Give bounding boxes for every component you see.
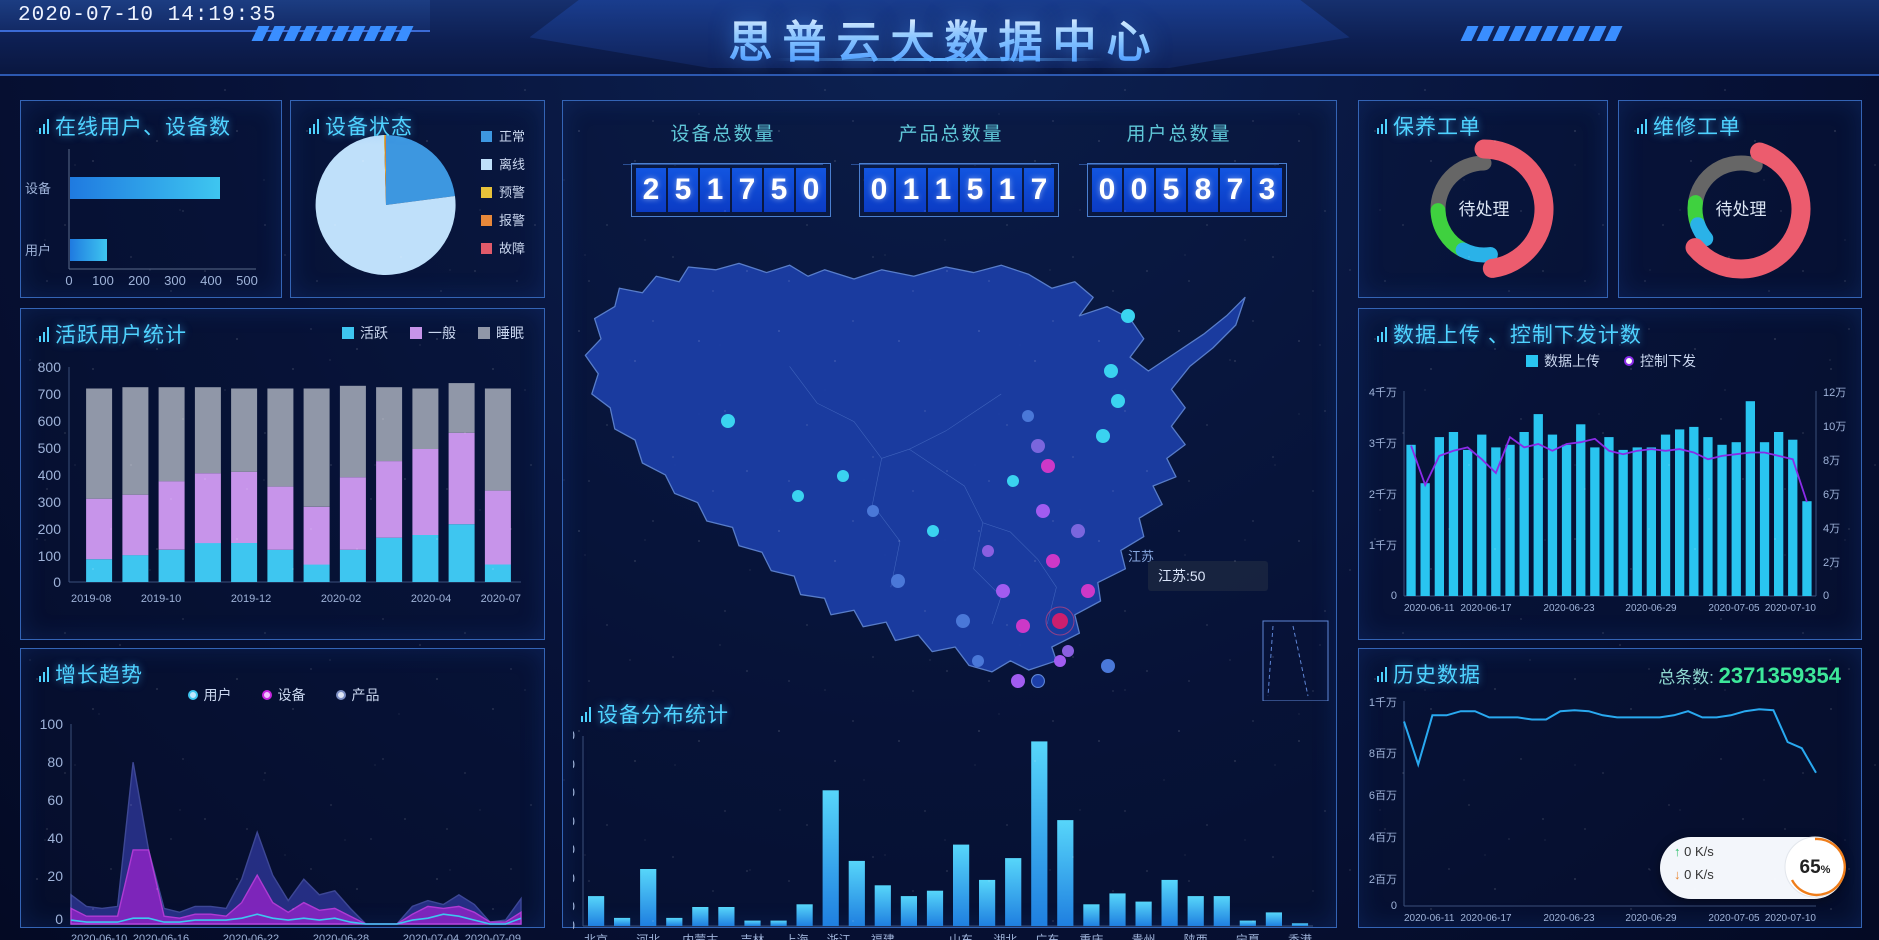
svg-text:400: 400 xyxy=(200,273,222,288)
svg-text:2020-07-05: 2020-07-05 xyxy=(1708,603,1760,614)
svg-text:8百万: 8百万 xyxy=(1369,748,1397,760)
svg-text:2020-06-17: 2020-06-17 xyxy=(1460,913,1512,924)
svg-text:300: 300 xyxy=(38,494,62,510)
svg-text:8万: 8万 xyxy=(1823,455,1840,467)
svg-text:陕西: 陕西 xyxy=(1184,932,1208,940)
svg-text:贵州: 贵州 xyxy=(1131,933,1155,940)
svg-text:2020-07-05: 2020-07-05 xyxy=(1708,913,1760,924)
svg-text:重庆: 重庆 xyxy=(1079,933,1103,940)
svg-text:2020-06-23: 2020-06-23 xyxy=(1543,603,1595,614)
svg-text:0: 0 xyxy=(65,273,72,288)
svg-text:待处理: 待处理 xyxy=(1459,200,1510,219)
svg-text:2020-06-17: 2020-06-17 xyxy=(1460,603,1512,614)
svg-text:80: 80 xyxy=(47,754,63,770)
svg-text:2百万: 2百万 xyxy=(1369,874,1397,886)
svg-text:600: 600 xyxy=(38,413,62,429)
svg-text:2020-07-10: 2020-07-10 xyxy=(1765,603,1817,614)
svg-text:12万: 12万 xyxy=(1823,387,1846,399)
svg-text:700: 700 xyxy=(38,386,62,402)
svg-text:2千万: 2千万 xyxy=(1369,488,1397,501)
svg-text:山东: 山东 xyxy=(949,933,973,940)
svg-text:200: 200 xyxy=(128,273,150,288)
svg-text:500: 500 xyxy=(38,440,62,456)
svg-text:20: 20 xyxy=(573,870,575,886)
svg-text:设备: 设备 xyxy=(25,181,51,196)
svg-text:待处理: 待处理 xyxy=(1716,200,1767,219)
svg-text:2019-12: 2019-12 xyxy=(231,593,271,605)
svg-text:100: 100 xyxy=(92,273,114,288)
svg-text:0: 0 xyxy=(1391,900,1397,912)
svg-text:2020-04: 2020-04 xyxy=(411,593,451,605)
svg-text:上海: 上海 xyxy=(785,932,809,940)
svg-text:浙江: 浙江 xyxy=(827,933,851,940)
svg-text:3千万: 3千万 xyxy=(1369,437,1397,450)
svg-text:0: 0 xyxy=(1391,590,1397,602)
svg-text:2020-06-16: 2020-06-16 xyxy=(133,933,189,940)
svg-text:6万: 6万 xyxy=(1823,489,1840,501)
svg-text:70: 70 xyxy=(573,727,575,743)
svg-text:20: 20 xyxy=(47,868,63,884)
svg-text:江苏:50: 江苏:50 xyxy=(1158,568,1206,584)
svg-text:50: 50 xyxy=(573,784,575,800)
svg-text:2020-06-29: 2020-06-29 xyxy=(1625,603,1677,614)
svg-text:故障: 故障 xyxy=(499,241,525,256)
svg-text:0: 0 xyxy=(573,917,575,933)
svg-text:100: 100 xyxy=(38,548,62,564)
svg-text:60: 60 xyxy=(573,756,575,772)
svg-text:福建: 福建 xyxy=(871,932,895,940)
svg-text:30: 30 xyxy=(573,841,575,857)
svg-text:40: 40 xyxy=(47,830,63,846)
svg-text:2020-02: 2020-02 xyxy=(321,593,361,605)
svg-text:正常: 正常 xyxy=(499,129,525,144)
svg-text:0: 0 xyxy=(53,574,61,590)
svg-text:200: 200 xyxy=(38,521,62,537)
svg-text:500: 500 xyxy=(236,273,258,288)
svg-text:预警: 预警 xyxy=(499,185,525,200)
svg-text:2020-07-04: 2020-07-04 xyxy=(403,933,459,940)
svg-text:100: 100 xyxy=(40,716,64,732)
svg-text:2020-06-28: 2020-06-28 xyxy=(313,933,369,940)
svg-text:宁夏: 宁夏 xyxy=(1236,932,1260,940)
svg-text:2019-10: 2019-10 xyxy=(141,593,181,605)
svg-text:0: 0 xyxy=(55,911,63,927)
svg-text:2020-06-29: 2020-06-29 xyxy=(1625,913,1677,924)
svg-text:吉林: 吉林 xyxy=(740,933,764,940)
svg-text:1千万: 1千万 xyxy=(1369,696,1397,709)
svg-text:2020-07-09: 2020-07-09 xyxy=(465,933,521,940)
svg-text:香港: 香港 xyxy=(1288,933,1312,940)
svg-text:10万: 10万 xyxy=(1823,421,1846,433)
svg-text:2020-06-11: 2020-06-11 xyxy=(1404,913,1455,924)
svg-text:6百万: 6百万 xyxy=(1369,790,1397,802)
svg-text:0: 0 xyxy=(1823,590,1829,602)
svg-text:300: 300 xyxy=(164,273,186,288)
svg-text:离线: 离线 xyxy=(499,157,525,172)
svg-text:2020-06-11: 2020-06-11 xyxy=(1404,603,1455,614)
svg-text:广东: 广东 xyxy=(1035,933,1059,940)
svg-text:2019-08: 2019-08 xyxy=(71,593,111,605)
svg-text:报警: 报警 xyxy=(499,213,525,228)
svg-text:40: 40 xyxy=(573,813,575,829)
svg-text:1千万: 1千万 xyxy=(1369,539,1397,552)
svg-text:4千万: 4千万 xyxy=(1369,386,1397,399)
svg-text:湖北: 湖北 xyxy=(993,932,1017,940)
svg-text:60: 60 xyxy=(47,792,63,808)
svg-text:2020-06-22: 2020-06-22 xyxy=(223,933,279,940)
svg-text:河北: 河北 xyxy=(636,933,660,940)
svg-text:用户: 用户 xyxy=(25,243,51,258)
svg-text:2020-06-23: 2020-06-23 xyxy=(1543,913,1595,924)
svg-text:2020-06-10: 2020-06-10 xyxy=(71,933,127,940)
svg-text:4万: 4万 xyxy=(1823,523,1840,535)
svg-text:2万: 2万 xyxy=(1823,557,1840,569)
svg-text:北京: 北京 xyxy=(584,933,608,940)
svg-text:内蒙古: 内蒙古 xyxy=(682,932,718,940)
svg-text:2020-07-10: 2020-07-10 xyxy=(1765,913,1817,924)
svg-text:10: 10 xyxy=(573,898,575,914)
svg-text:400: 400 xyxy=(38,467,62,483)
svg-text:4百万: 4百万 xyxy=(1369,832,1397,844)
svg-text:800: 800 xyxy=(38,359,62,375)
svg-text:2020-07: 2020-07 xyxy=(481,593,521,605)
